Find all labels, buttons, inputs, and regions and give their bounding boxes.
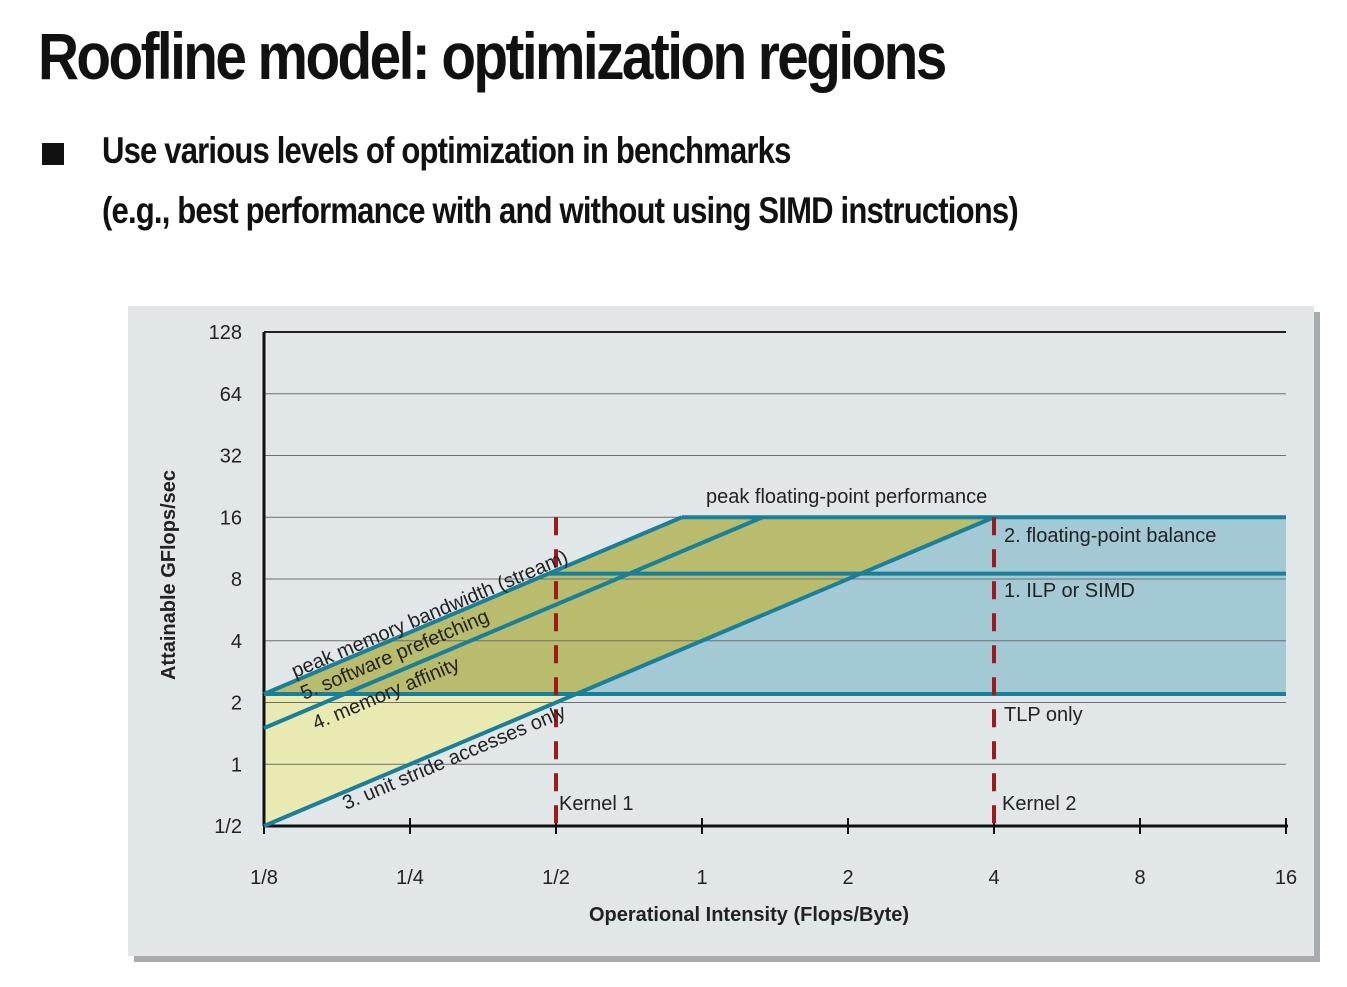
y-tick-label: 128	[209, 322, 242, 344]
bullet-text-line-1: Use various levels of optimization in be…	[102, 130, 791, 171]
y-tick-label: 32	[220, 446, 242, 468]
unit-stride-line	[263, 515, 995, 828]
ceiling-label-ilp-simd: 1. ILP or SIMD	[1004, 580, 1135, 602]
peak-memory-bandwidth-line	[263, 515, 683, 696]
x-tick-label: 16	[1275, 867, 1297, 889]
x-axis-title: Operational Intensity (Flops/Byte)	[589, 904, 909, 926]
x-tick-label: 1/4	[396, 867, 424, 889]
y-axis-title: Attainable GFlops/sec	[158, 470, 180, 680]
y-tick-label: 64	[220, 384, 242, 406]
slide-title: Roofline model: optimization regions	[38, 19, 947, 93]
y-tick-label: 4	[231, 631, 242, 653]
x-tick-label: 4	[988, 867, 999, 889]
x-tick-label: 1/8	[250, 867, 278, 889]
y-tick-label: 8	[231, 569, 242, 591]
y-tick-label: 1/2	[214, 816, 242, 838]
kernel-label: Kernel 2	[1002, 793, 1077, 815]
x-tick-label: 2	[842, 867, 853, 889]
x-tick-label: 1/2	[542, 867, 570, 889]
x-tick-label: 8	[1134, 867, 1145, 889]
ceiling-label-fp-balance: 2. floating-point balance	[1004, 525, 1216, 547]
y-tick-label: 2	[231, 693, 242, 715]
compute-optimization-region	[576, 517, 1286, 695]
software-prefetching-line	[263, 515, 764, 730]
x-tick-label: 1	[696, 867, 707, 889]
bullet-text-line-2: (e.g., best performance with and without…	[102, 190, 1019, 231]
bullet-marker	[42, 143, 64, 165]
y-tick-label: 1	[231, 754, 242, 776]
ceiling-label-peak-fp: peak floating-point performance	[706, 486, 987, 508]
ceiling-label-tlp-only: TLP only	[1004, 704, 1083, 726]
kernel-label: Kernel 1	[559, 793, 634, 815]
y-tick-label: 16	[220, 507, 242, 529]
